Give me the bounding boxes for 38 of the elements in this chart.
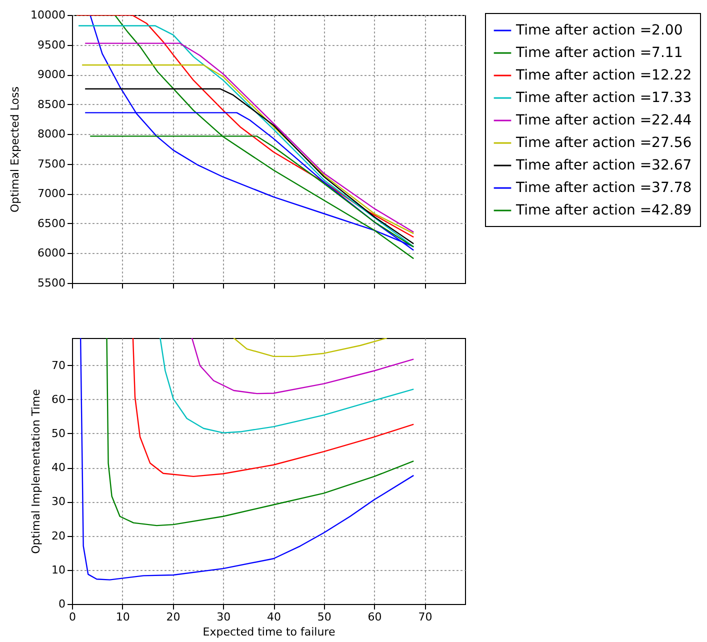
legend-label: Time after action =17.33 — [515, 90, 692, 106]
y-tick-label: 70 — [52, 358, 66, 372]
x-tick-label: 0 — [69, 610, 76, 624]
legend-label: Time after action =22.44 — [515, 112, 692, 128]
y-tick-label: 20 — [52, 529, 66, 542]
y-tick-label: 40 — [52, 461, 66, 474]
legend-label: Time after action =37.78 — [515, 180, 692, 196]
y-tick-label: 0 — [58, 598, 66, 610]
y-tick-label: 8000 — [38, 128, 66, 141]
y-tick-label: 9500 — [38, 38, 66, 52]
x-tick-label: 30 — [216, 610, 231, 624]
x-tick-label: 50 — [317, 610, 332, 624]
x-tick-label: 60 — [368, 610, 382, 624]
y-tick-label: 10 — [52, 563, 66, 576]
x-axis-title: Expected time to failure — [202, 626, 336, 638]
legend-label: Time after action =2.00 — [515, 22, 683, 38]
legend-label: Time after action =42.89 — [515, 202, 692, 218]
x-tick-label: 40 — [267, 610, 282, 624]
y-tick-label: 6500 — [38, 216, 66, 230]
y-tick-label: 7500 — [38, 157, 66, 170]
y-tick-label: 6000 — [38, 246, 66, 260]
legend-label: Time after action =12.22 — [515, 68, 692, 84]
y-tick-label: 60 — [52, 392, 66, 406]
legend-label: Time after action =7.11 — [515, 45, 683, 61]
legend-label: Time after action =32.67 — [515, 158, 692, 174]
x-tick-label: 70 — [418, 610, 432, 624]
y-tick-label: 9000 — [38, 68, 66, 82]
y-tick-label: 8500 — [38, 98, 66, 111]
y-tick-label: 10000 — [30, 8, 66, 22]
y-axis-title: Optimal Implementation Time — [30, 388, 43, 554]
x-tick-label: 20 — [166, 610, 180, 624]
y-tick-label: 5500 — [38, 276, 66, 290]
y-tick-label: 50 — [52, 426, 66, 440]
y-tick-label: 7000 — [38, 187, 66, 200]
y-axis-title: Optimal Expected Loss — [8, 86, 22, 212]
x-tick-label: 10 — [116, 610, 130, 624]
y-tick-label: 30 — [52, 495, 66, 508]
legend-label: Time after action =27.56 — [515, 135, 692, 151]
